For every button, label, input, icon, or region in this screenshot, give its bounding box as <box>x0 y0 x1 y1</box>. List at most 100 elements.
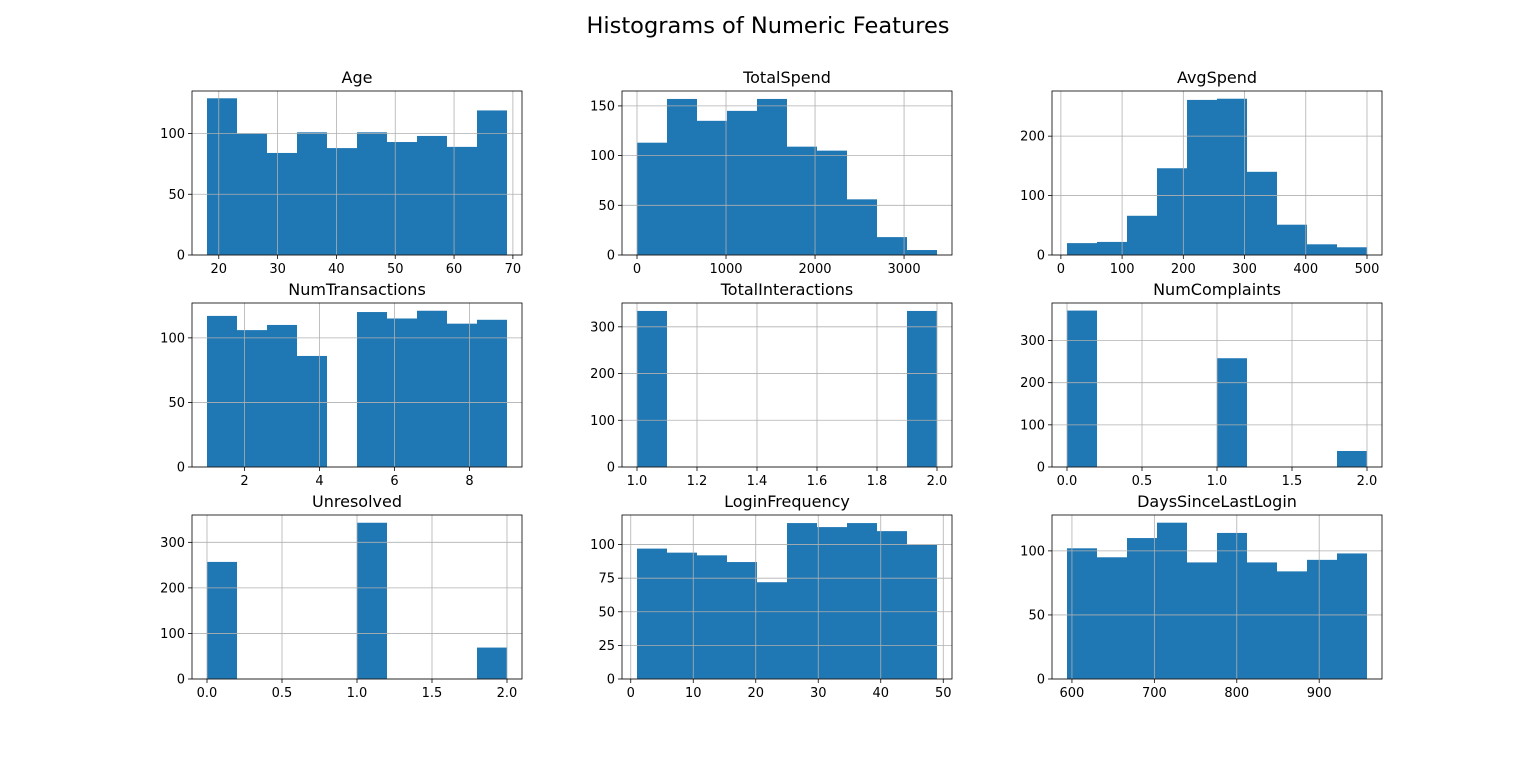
bar <box>817 150 847 255</box>
y-tick-label: 75 <box>598 572 615 587</box>
y-tick-label: 50 <box>168 396 185 411</box>
x-tick-label: 70 <box>505 262 522 277</box>
x-tick-label: 2.0 <box>927 474 948 489</box>
x-tick-label: 1.8 <box>867 474 888 489</box>
bar <box>1307 244 1337 255</box>
bar <box>417 310 447 467</box>
bar <box>787 523 817 679</box>
bars-numtransactions <box>207 310 507 467</box>
bar <box>1337 450 1367 467</box>
y-tick-label: 300 <box>1020 334 1045 349</box>
bar <box>1097 241 1127 255</box>
subplot-totalspend: 0 1000 2000 3000 0 50 100 150 TotalSpend <box>590 68 953 277</box>
y-tick-label: 50 <box>168 188 185 203</box>
x-tick-label: 0 <box>627 686 635 701</box>
bar <box>297 132 327 255</box>
y-tick-label: 0 <box>1037 673 1045 688</box>
x-tick-label: 50 <box>935 686 952 701</box>
y-tick-label: 100 <box>590 414 615 429</box>
x-tick-label: 4 <box>315 474 323 489</box>
bar <box>1187 99 1217 255</box>
bar <box>387 318 417 467</box>
grid-totalinteractions <box>622 303 952 468</box>
bar <box>357 312 387 467</box>
x-tick-label: 2 <box>240 474 248 489</box>
y-tick-label: 0 <box>1037 461 1045 476</box>
bar <box>267 152 297 255</box>
subplot-numtransactions: 2 4 6 8 0 50 100 NumTransactions <box>160 280 523 489</box>
subplot-age: 20 30 40 50 60 70 0 50 100 Age <box>160 68 523 277</box>
bar <box>1247 562 1277 679</box>
y-tick-label: 100 <box>160 627 185 642</box>
x-tick-label: 40 <box>328 262 345 277</box>
grid-numcomplaints <box>1052 303 1382 468</box>
bar <box>207 315 237 467</box>
y-tick-label: 200 <box>160 581 185 596</box>
y-tick-label: 100 <box>1020 544 1045 559</box>
bar <box>907 250 937 255</box>
bar <box>817 527 847 679</box>
y-tick-label: 300 <box>590 320 615 335</box>
x-tick-label: 0.5 <box>272 686 293 701</box>
x-tick-label: 1.0 <box>347 686 368 701</box>
x-tick-label: 1.4 <box>747 474 768 489</box>
x-tick-label: 300 <box>1232 262 1257 277</box>
y-tick-label: 100 <box>160 127 185 142</box>
bar <box>417 135 447 255</box>
y-tick-label: 100 <box>160 331 185 346</box>
y-tick-label: 100 <box>1020 189 1045 204</box>
y-tick-label: 50 <box>598 605 615 620</box>
bar <box>637 548 667 679</box>
subplot-title-numtransactions: NumTransactions <box>288 280 426 299</box>
x-tick-label: 1.2 <box>687 474 708 489</box>
x-tick-label: 1.0 <box>1207 474 1228 489</box>
x-tick-label: 30 <box>810 686 827 701</box>
bar <box>727 110 757 255</box>
x-tick-label: 400 <box>1293 262 1318 277</box>
x-tick-label: 20 <box>210 262 227 277</box>
x-tick-label: 1.0 <box>627 474 648 489</box>
subplot-avgspend: 0 100 200 300 400 500 0 100 200 AvgSpend <box>1020 68 1383 277</box>
bars-dayssincelastlogin <box>1067 522 1367 679</box>
y-tick-label: 200 <box>590 367 615 382</box>
bar <box>1067 310 1097 467</box>
y-tick-label: 0 <box>177 249 185 264</box>
bar <box>1217 358 1247 467</box>
x-tick-label: 6 <box>390 474 398 489</box>
x-tick-label: 0.5 <box>1132 474 1153 489</box>
bar <box>697 555 727 679</box>
subplot-title-age: Age <box>342 68 373 87</box>
y-tick-label: 0 <box>177 673 185 688</box>
axes-frame <box>621 302 953 468</box>
y-tick-label: 200 <box>1020 130 1045 145</box>
bars-avgspend <box>1067 98 1367 255</box>
subplot-title-totalinteractions: TotalInteractions <box>720 280 854 299</box>
bars-totalspend <box>637 98 937 256</box>
subplot-title-numcomplaints: NumComplaints <box>1153 280 1281 299</box>
y-tick-label: 200 <box>1020 376 1045 391</box>
bar <box>1337 553 1367 679</box>
bar <box>1337 247 1367 255</box>
figure-title: Histograms of Numeric Features <box>586 13 949 39</box>
x-tick-label: 8 <box>465 474 473 489</box>
axes-frame <box>191 302 523 468</box>
bar <box>477 319 507 467</box>
subplot-title-totalspend: TotalSpend <box>742 68 831 87</box>
subplot-unresolved: 0.0 0.5 1.0 1.5 2.0 0 100 200 300 Unresolved <box>160 492 523 701</box>
bar <box>1217 98 1247 255</box>
y-tick-label: 0 <box>607 461 615 476</box>
x-tick-label: 500 <box>1355 262 1380 277</box>
bar <box>727 562 757 679</box>
x-tick-label: 100 <box>1110 262 1135 277</box>
y-tick-label: 100 <box>590 149 615 164</box>
bars-unresolved <box>207 522 507 679</box>
subplot-numcomplaints: 0.0 0.5 1.0 1.5 2.0 0 100 200 300 NumComplaints <box>1020 280 1383 489</box>
axes-frame <box>1051 90 1383 256</box>
subplot-title-avgspend: AvgSpend <box>1177 68 1257 87</box>
y-tick-label: 0 <box>177 461 185 476</box>
axes-frame <box>191 90 523 256</box>
x-tick-label: 2000 <box>798 262 831 277</box>
x-tick-label: 0.0 <box>1057 474 1078 489</box>
axes-frame <box>1051 514 1383 680</box>
